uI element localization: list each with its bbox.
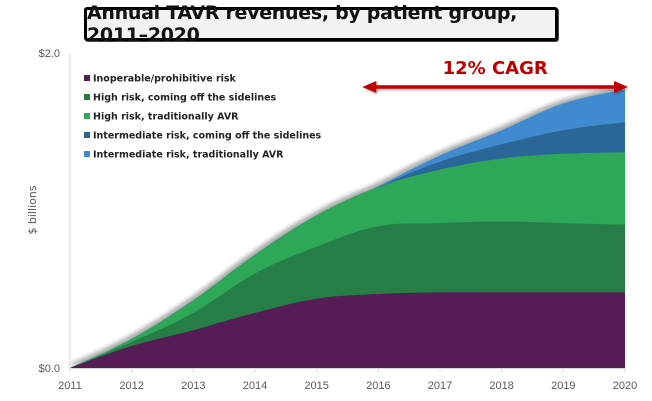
x-tick-label: 2018 — [489, 380, 513, 392]
legend-label: High risk, coming off the sidelines — [93, 93, 277, 104]
cagr-annotation: 12% CAGR — [362, 58, 628, 93]
x-tick-label: 2013 — [181, 380, 205, 392]
legend-swatch — [84, 113, 90, 119]
x-tick-label: 2011 — [58, 380, 82, 392]
area-inoperable-prohibitive-risk — [70, 292, 625, 368]
y-axis-label: $ billions — [26, 185, 39, 234]
y-axis-ticks: $0.0 $2.0 — [39, 48, 60, 375]
stacked-areas — [70, 89, 625, 368]
chart-title: Annual TAVR revenues, by patient group, … — [84, 2, 558, 46]
x-tick-label: 2019 — [551, 380, 575, 392]
x-tick-label: 2012 — [119, 380, 143, 392]
y-tick-label: $2.0 — [39, 48, 60, 60]
y-tick-label: $0.0 — [39, 363, 60, 375]
legend-swatch — [84, 75, 90, 81]
legend-swatch — [84, 132, 90, 138]
x-tick-label: 2015 — [304, 380, 328, 392]
x-tick-label: 2020 — [613, 380, 637, 392]
cagr-arrow-right-head — [614, 81, 628, 93]
legend-label: Intermediate risk, traditionally AVR — [93, 150, 284, 161]
legend-swatch — [84, 94, 90, 100]
legend-label: Intermediate risk, coming off the sideli… — [93, 131, 322, 142]
legend-label: Inoperable/prohibitive risk — [93, 74, 237, 85]
legend: Inoperable/prohibitive risk High risk, co… — [84, 74, 322, 161]
legend-swatch — [84, 151, 90, 157]
legend-label: High risk, traditionally AVR — [93, 112, 239, 123]
x-tick-label: 2017 — [428, 380, 452, 392]
x-tick-label: 2014 — [243, 380, 267, 392]
x-axis-ticks: 2011 2012 2013 2014 2015 2016 2017 2018 2019 2020 — [58, 368, 637, 392]
x-tick-label: 2016 — [366, 380, 390, 392]
cagr-arrow-left-head — [362, 81, 377, 93]
cagr-label: 12% CAGR — [443, 58, 548, 79]
